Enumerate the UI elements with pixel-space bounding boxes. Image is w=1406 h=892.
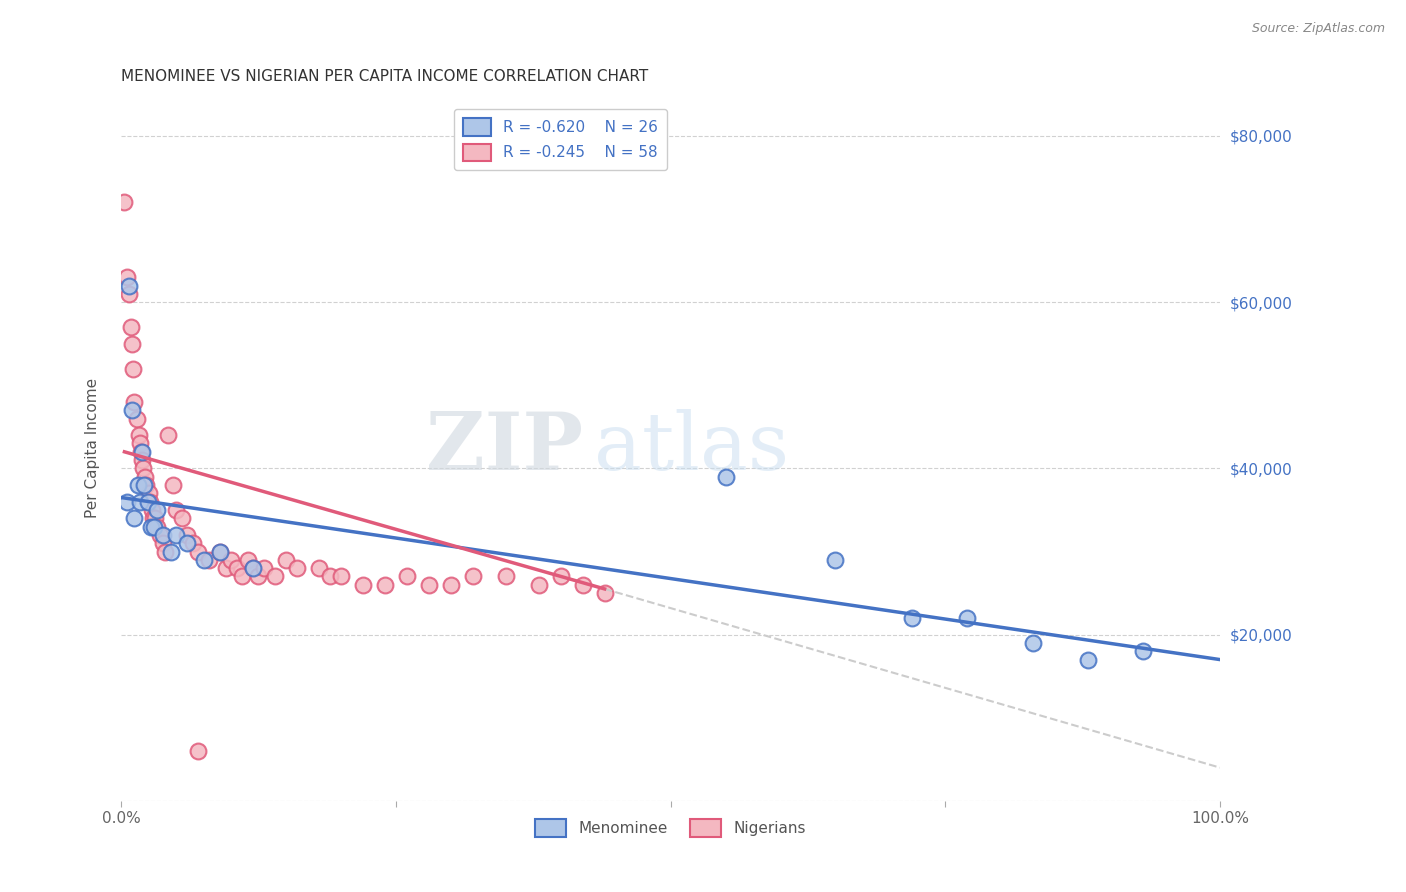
Point <box>138 494 160 508</box>
Point <box>214 561 236 575</box>
Point <box>131 445 153 459</box>
Point <box>141 503 163 517</box>
Point <box>714 469 737 483</box>
Point <box>135 478 157 492</box>
Point <box>149 528 172 542</box>
Point <box>146 503 169 517</box>
Point <box>143 511 166 525</box>
Point <box>176 528 198 542</box>
Point <box>176 536 198 550</box>
Point <box>132 461 155 475</box>
Text: MENOMINEE VS NIGERIAN PER CAPITA INCOME CORRELATION CHART: MENOMINEE VS NIGERIAN PER CAPITA INCOME … <box>121 69 648 84</box>
Point <box>253 561 276 575</box>
Point <box>374 578 396 592</box>
Point <box>329 569 352 583</box>
Point <box>165 503 187 517</box>
Point <box>571 578 593 592</box>
Point <box>193 553 215 567</box>
Point <box>122 361 145 376</box>
Point <box>115 494 138 508</box>
Point <box>121 403 143 417</box>
Point <box>153 544 176 558</box>
Point <box>138 486 160 500</box>
Point <box>1132 644 1154 658</box>
Point <box>208 544 231 558</box>
Text: atlas: atlas <box>593 409 789 487</box>
Point <box>550 569 572 583</box>
Point <box>118 286 141 301</box>
Point <box>128 436 150 450</box>
Point <box>236 553 259 567</box>
Point <box>121 336 143 351</box>
Point <box>285 561 308 575</box>
Point <box>181 536 204 550</box>
Point <box>824 553 846 567</box>
Point <box>395 569 418 583</box>
Point <box>129 445 152 459</box>
Point <box>527 578 550 592</box>
Point <box>418 578 440 592</box>
Point <box>495 569 517 583</box>
Point <box>115 270 138 285</box>
Point <box>170 511 193 525</box>
Point <box>956 611 979 625</box>
Point <box>118 278 141 293</box>
Point <box>131 453 153 467</box>
Point <box>242 561 264 575</box>
Point <box>440 578 463 592</box>
Point <box>274 553 297 567</box>
Point <box>146 519 169 533</box>
Point <box>125 411 148 425</box>
Point <box>152 536 174 550</box>
Point <box>593 586 616 600</box>
Point <box>1077 652 1099 666</box>
Point <box>225 561 247 575</box>
Point <box>112 195 135 210</box>
Point <box>142 511 165 525</box>
Point <box>1022 636 1045 650</box>
Point <box>242 561 264 575</box>
Point <box>128 494 150 508</box>
Point <box>901 611 924 625</box>
Point <box>143 519 166 533</box>
Point <box>159 544 181 558</box>
Point <box>134 478 156 492</box>
Point <box>124 511 146 525</box>
Point <box>124 395 146 409</box>
Point <box>187 544 209 558</box>
Y-axis label: Per Capita Income: Per Capita Income <box>86 377 100 517</box>
Point <box>247 569 270 583</box>
Point <box>152 528 174 542</box>
Point <box>134 469 156 483</box>
Point <box>127 478 149 492</box>
Point <box>461 569 484 583</box>
Point <box>264 569 287 583</box>
Point <box>187 744 209 758</box>
Point <box>319 569 342 583</box>
Point <box>157 428 180 442</box>
Point <box>128 428 150 442</box>
Point <box>198 553 221 567</box>
Point <box>139 519 162 533</box>
Text: ZIP: ZIP <box>426 409 582 487</box>
Point <box>165 528 187 542</box>
Point <box>136 494 159 508</box>
Text: Source: ZipAtlas.com: Source: ZipAtlas.com <box>1251 22 1385 36</box>
Point <box>208 544 231 558</box>
Point <box>162 478 184 492</box>
Point <box>219 553 242 567</box>
Point <box>120 320 142 334</box>
Point <box>231 569 253 583</box>
Point <box>308 561 330 575</box>
Legend: Menominee, Nigerians: Menominee, Nigerians <box>529 813 811 843</box>
Point <box>352 578 374 592</box>
